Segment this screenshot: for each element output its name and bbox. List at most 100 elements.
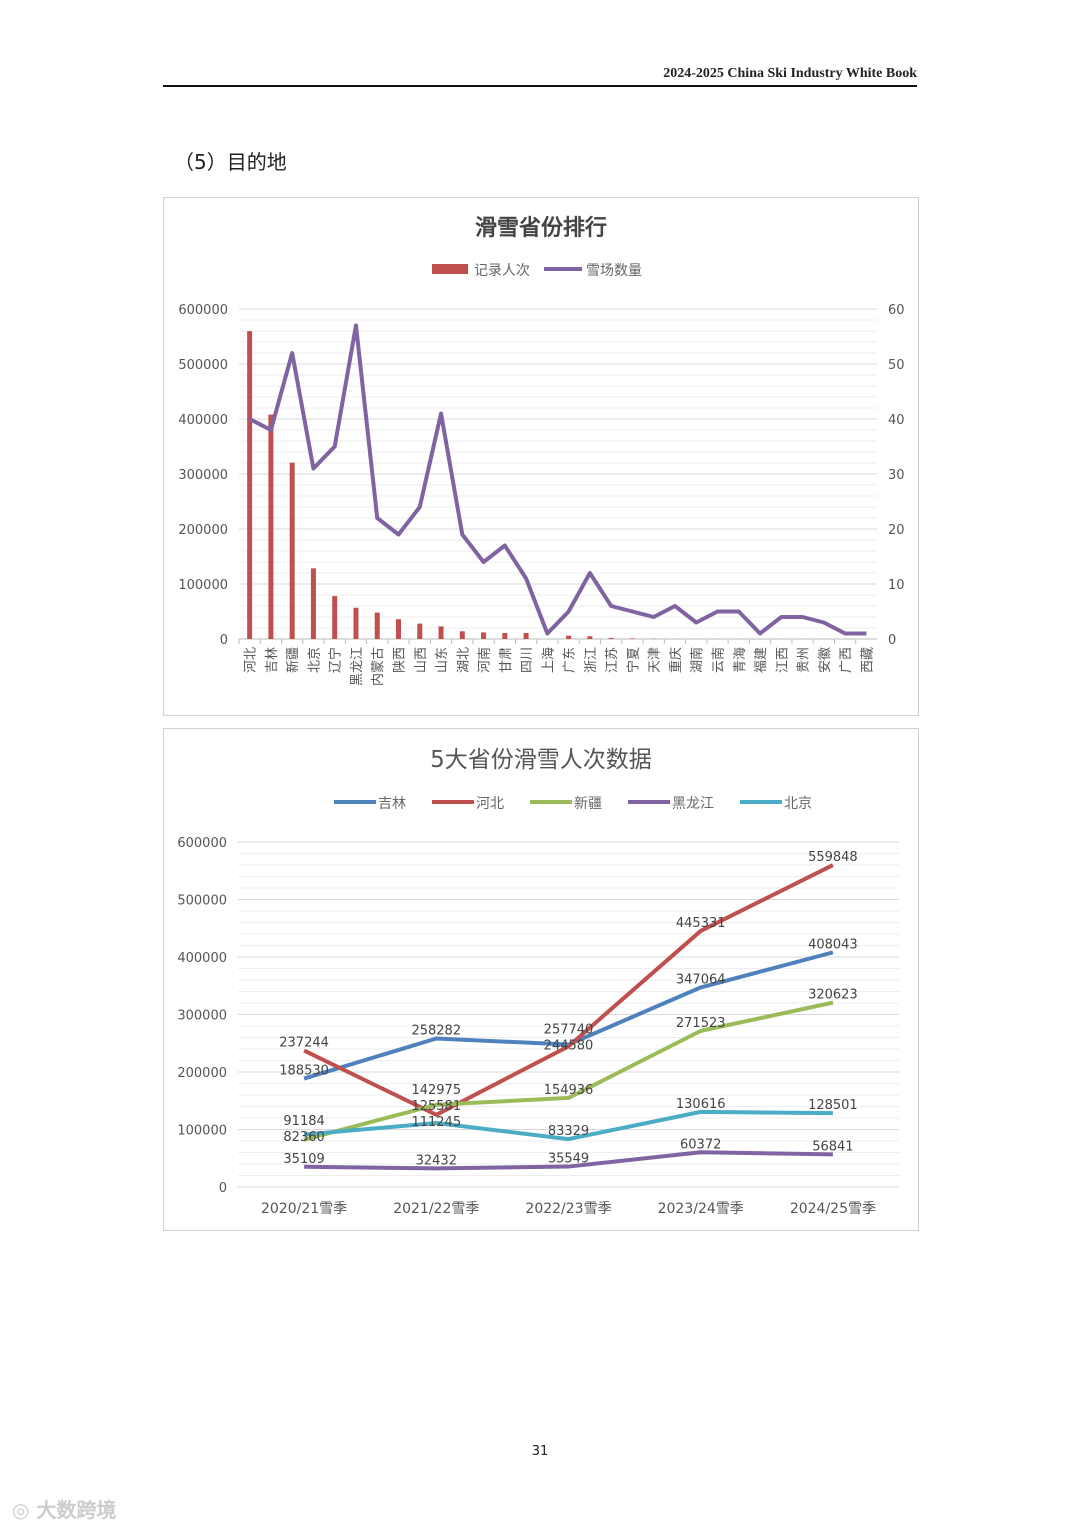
bar (396, 619, 401, 639)
bar (587, 636, 593, 639)
x-tick-label: 湖南 (689, 647, 705, 673)
x-tick-label: 重庆 (668, 647, 684, 673)
x-tick-label: 上海 (541, 647, 556, 673)
x-tick-label: 江西 (775, 647, 790, 673)
data-label: 56841 (812, 1139, 853, 1154)
y-tick-left: 200000 (178, 523, 228, 538)
x-tick-label: 吉林 (265, 647, 280, 673)
legend-label: 吉林 (378, 796, 406, 812)
data-label: 244580 (544, 1038, 594, 1053)
y-tick: 600000 (177, 836, 227, 851)
bar (289, 462, 295, 639)
data-label: 82360 (283, 1130, 324, 1145)
legend-label: 雪场数量 (586, 263, 642, 279)
x-tick-label: 北京 (307, 647, 322, 673)
x-tick-label: 湖北 (456, 647, 471, 673)
data-label: 408043 (808, 937, 858, 952)
line-series (303, 1000, 834, 1142)
data-label: 83329 (548, 1124, 589, 1139)
x-tick-label: 青海 (733, 647, 748, 673)
legend-swatch-bar (432, 264, 468, 274)
x-tick-label: 黑龙江 (350, 647, 365, 686)
bar (629, 638, 635, 639)
page-number: 31 (531, 1444, 549, 1459)
bar (310, 568, 316, 639)
y-tick: 0 (219, 1181, 227, 1196)
header-rule (163, 85, 917, 87)
bar (374, 612, 380, 639)
data-label: 237244 (279, 1036, 329, 1051)
y-tick: 100000 (177, 1124, 227, 1139)
bar (523, 632, 529, 639)
line-series (303, 950, 834, 1081)
x-tick-label: 辽宁 (328, 647, 344, 673)
x-tick-label: 山东 (435, 647, 450, 673)
y-tick: 300000 (177, 1009, 227, 1024)
bar (268, 414, 274, 639)
y-tick-left: 400000 (178, 413, 228, 428)
bar (566, 635, 572, 639)
y-tick-left: 0 (220, 633, 228, 648)
data-label: 154936 (544, 1083, 594, 1098)
x-tick-label: 天津 (648, 647, 663, 673)
chart-top5-provinces: 5大省份滑雪人次数据 吉林 河北 新疆 黑龙江 北京 0 100000 200000 300000… (163, 728, 919, 1231)
data-label: 35549 (548, 1152, 589, 1167)
data-label: 188530 (279, 1064, 329, 1079)
bar (332, 596, 338, 639)
x-tick-label: 河北 (244, 647, 259, 673)
y-tick-left: 600000 (178, 303, 228, 318)
watermark-text: 大数跨境 (36, 1498, 117, 1522)
x-tick-label: 甘肃 (499, 647, 514, 673)
x-tick-label: 福建 (754, 647, 769, 673)
x-tick-label: 浙江 (584, 647, 599, 673)
x-tick-label: 2023/24雪季 (658, 1201, 744, 1217)
data-label: 125581 (411, 1099, 461, 1114)
x-tick-label: 河南 (477, 647, 493, 673)
data-label: 258282 (411, 1023, 461, 1038)
y-tick-left: 300000 (178, 468, 228, 483)
y-tick-right: 40 (888, 413, 905, 428)
bar (247, 331, 253, 639)
bar (459, 631, 465, 639)
y-tick: 400000 (177, 951, 227, 966)
data-label: 91184 (283, 1114, 324, 1129)
data-label: 128501 (808, 1098, 858, 1113)
bar (438, 626, 444, 639)
data-label: 32432 (416, 1153, 457, 1168)
legend-label: 记录人次 (474, 263, 530, 279)
bar (353, 607, 359, 639)
data-label: 559848 (808, 850, 858, 865)
data-label: 347064 (676, 972, 726, 987)
line-series (303, 863, 834, 1117)
y-tick-right: 60 (888, 303, 905, 318)
data-label: 271523 (676, 1016, 726, 1031)
chart-title: 5大省份滑雪人次数据 (430, 747, 652, 773)
y-tick-left: 100000 (178, 578, 228, 593)
x-tick-label: 四川 (520, 647, 535, 673)
x-tick-label: 宁夏 (625, 647, 641, 673)
x-tick-label: 江苏 (604, 647, 620, 673)
legend-label: 河北 (476, 796, 504, 812)
data-label: 35109 (283, 1152, 324, 1167)
x-tick-label: 2020/21雪季 (261, 1201, 347, 1217)
bar (481, 632, 487, 639)
y-tick-right: 50 (888, 358, 905, 373)
data-label: 130616 (676, 1097, 726, 1112)
x-tick-label: 2024/25雪季 (790, 1201, 876, 1217)
x-tick-label: 山西 (414, 647, 429, 673)
y-tick-right: 0 (888, 633, 896, 648)
y-tick-right: 20 (888, 523, 905, 538)
x-tick-label: 广西 (839, 647, 854, 673)
chart-ski-province-ranking: 滑雪省份排行 记录人次 雪场数量 0 100000 200000 300000 400000 5… (163, 197, 919, 716)
legend-label: 新疆 (574, 796, 602, 812)
section-heading: （5）目的地 (174, 150, 287, 174)
x-tick-label: 西藏 (860, 647, 875, 673)
y-tick: 500000 (177, 894, 227, 909)
legend-label: 北京 (784, 796, 812, 812)
y-tick-right: 10 (888, 578, 905, 593)
y-tick: 200000 (177, 1066, 227, 1081)
x-tick-label: 内蒙古 (370, 647, 386, 686)
line-series (304, 1150, 833, 1171)
